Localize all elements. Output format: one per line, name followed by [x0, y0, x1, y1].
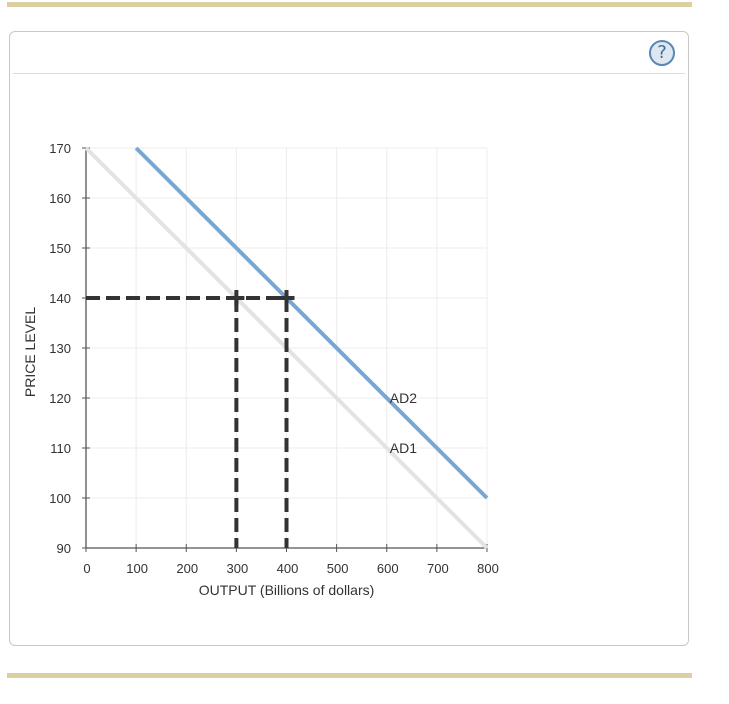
question-circle-icon: ?: [657, 42, 667, 63]
curve-ad2: [134, 146, 489, 500]
y-tick-label: 110: [50, 441, 71, 456]
top-divider: [7, 2, 692, 7]
y-tick-label: 100: [49, 491, 71, 506]
y-tick-label: 90: [57, 541, 71, 556]
y-tick-label: 130: [49, 341, 71, 356]
x-tick-label: 800: [477, 561, 499, 576]
curve-label-ad1: AD1: [390, 440, 417, 456]
y-tick-label: 140: [49, 291, 71, 306]
bottom-divider: [7, 673, 692, 678]
y-tick-label: 170: [49, 141, 71, 156]
panel-header: ?: [13, 32, 685, 74]
x-tick-label: 100: [126, 561, 148, 576]
x-tick-label: 0: [83, 561, 90, 576]
x-tick-label: 500: [327, 561, 349, 576]
graph-panel: ?: [9, 31, 689, 646]
x-axis-title: OUTPUT (Billions of dollars): [199, 582, 375, 598]
x-tick-label: 700: [427, 561, 449, 576]
x-tick-label: 300: [227, 561, 249, 576]
x-tick-label: 600: [377, 561, 399, 576]
y-axis-title: PRICE LEVEL: [22, 307, 38, 397]
y-tick-label: 150: [49, 241, 71, 256]
help-button[interactable]: ?: [649, 40, 675, 66]
curve-label-ad2: AD2: [390, 390, 417, 406]
x-tick-label: 400: [277, 561, 299, 576]
y-tick-label: 160: [49, 191, 71, 206]
x-tick-label: 200: [176, 561, 198, 576]
y-tick-label: 120: [49, 391, 71, 406]
